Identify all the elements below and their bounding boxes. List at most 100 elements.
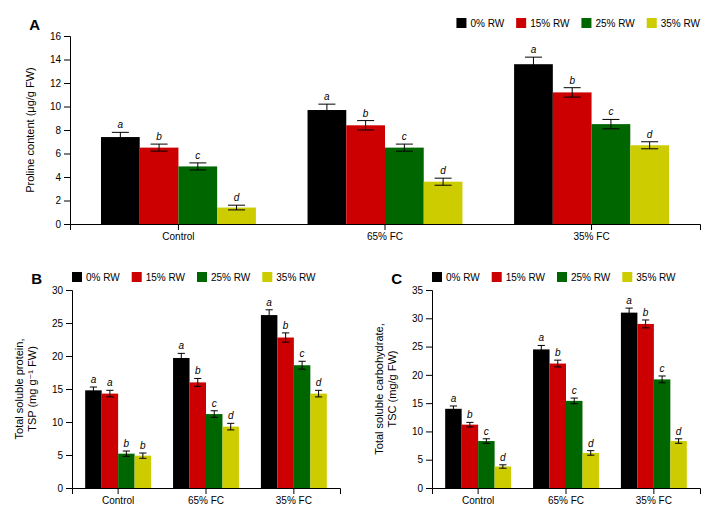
legend-swatch [622, 272, 632, 282]
tick: 35% FC [573, 224, 609, 242]
letter-label: b [569, 75, 575, 86]
figure: aaabbbcccdddControl65% FC35% FC024681012… [0, 0, 710, 516]
tick: 0 [57, 483, 72, 494]
letters: aaabbbcccddd [118, 44, 653, 203]
legend: 0% RW15% RW25% RW35% RW [72, 272, 316, 283]
letter-label: d [228, 410, 234, 421]
bar [385, 148, 424, 224]
error-bar [189, 163, 206, 170]
legend-swatch [647, 18, 657, 28]
bar [630, 145, 669, 224]
panel-title: A [29, 16, 40, 33]
tick-label: 35 [412, 285, 424, 296]
legend-item: 15% RW [492, 272, 546, 283]
error-bar [538, 345, 545, 353]
tick: 0 [417, 483, 432, 494]
tick: 5 [417, 454, 432, 465]
letter-label: d [676, 426, 682, 437]
x-axis: Control 65% FC 35% FC [73, 488, 341, 506]
error-bar [106, 390, 113, 397]
tick: 5 [57, 450, 72, 461]
tick: 6 [55, 148, 70, 159]
panel-title: B [31, 270, 42, 287]
error-bar [642, 320, 649, 328]
letters: aaaabbbccbdd [91, 297, 322, 451]
bar [140, 148, 179, 224]
tick: 35% FC [636, 488, 672, 506]
y-axis: 051015202530 [52, 285, 73, 494]
tick-mark [66, 290, 72, 291]
bar [550, 364, 566, 488]
legend-swatch [197, 272, 207, 282]
y-axis: 05101520253035 [412, 285, 433, 494]
error-bar [123, 451, 130, 456]
error-bar [658, 376, 665, 383]
axis-line [73, 489, 341, 495]
tick: 20 [412, 370, 432, 381]
tick-mark [66, 389, 72, 390]
error-bar [139, 453, 146, 458]
legend-item: 25% RW [197, 272, 251, 283]
tick-label: 0 [55, 219, 61, 230]
tick: 35% FC [276, 488, 312, 506]
tick-label: 35% FC [636, 495, 672, 506]
tick-mark [426, 403, 432, 404]
tick: 0 [55, 219, 70, 230]
tick-label: 15 [412, 398, 424, 409]
legend-label: 25% RW [571, 272, 611, 283]
tick-label: Control [162, 231, 194, 242]
bar [222, 427, 238, 488]
bar [592, 124, 631, 224]
tick: 65% FC [188, 488, 224, 506]
legend: 0% RW15% RW25% RW35% RW [432, 272, 676, 283]
tick-mark [653, 488, 654, 494]
legend-label: 15% RW [146, 272, 186, 283]
error-bar [357, 121, 374, 130]
letter-label: b [643, 307, 649, 318]
bar [478, 441, 494, 488]
legend-swatch [72, 272, 82, 282]
bar [495, 467, 511, 488]
letter-label: b [467, 409, 473, 420]
tick-label: 4 [55, 172, 61, 183]
tick-mark [66, 356, 72, 357]
letter-label: a [118, 119, 124, 130]
tick-mark [591, 224, 592, 230]
error-bar [315, 390, 322, 397]
bar [637, 324, 653, 488]
tick: 14 [50, 54, 70, 65]
y-axis: 0246810121416 [50, 31, 71, 230]
panel: aaabbbcccdddControl65% FC35% FC024681012… [24, 16, 701, 242]
error-bar [435, 178, 452, 185]
legend-label: 35% RW [276, 272, 316, 283]
tick: 30 [412, 313, 432, 324]
tick-label: 0 [57, 483, 63, 494]
series [135, 390, 327, 488]
series [478, 376, 670, 488]
error-bar [675, 439, 682, 444]
tick-mark [64, 107, 70, 108]
error-bar [554, 360, 561, 367]
legend-item: 35% RW [622, 272, 676, 283]
bar [424, 182, 463, 224]
y-axis-title-line: Proline content (μg/g FW) [24, 67, 36, 193]
tick-mark [64, 60, 70, 61]
tick-label: 8 [55, 125, 61, 136]
axis-line [71, 225, 701, 231]
legend-swatch [557, 272, 567, 282]
legend-label: 25% RW [211, 272, 251, 283]
letter-label: d [234, 192, 240, 203]
letter-label: a [179, 340, 185, 351]
letter-label: b [156, 131, 162, 142]
tick-label: Control [102, 495, 134, 506]
error-bar [587, 451, 594, 456]
legend-item: 25% RW [557, 272, 611, 283]
letter-label: a [91, 374, 97, 385]
tick: 16 [50, 31, 70, 42]
tick-label: 10 [412, 426, 424, 437]
tick-mark [66, 488, 72, 489]
series [118, 361, 310, 488]
bar [135, 456, 151, 488]
tick-label: 0 [417, 483, 423, 494]
bar [310, 394, 326, 488]
